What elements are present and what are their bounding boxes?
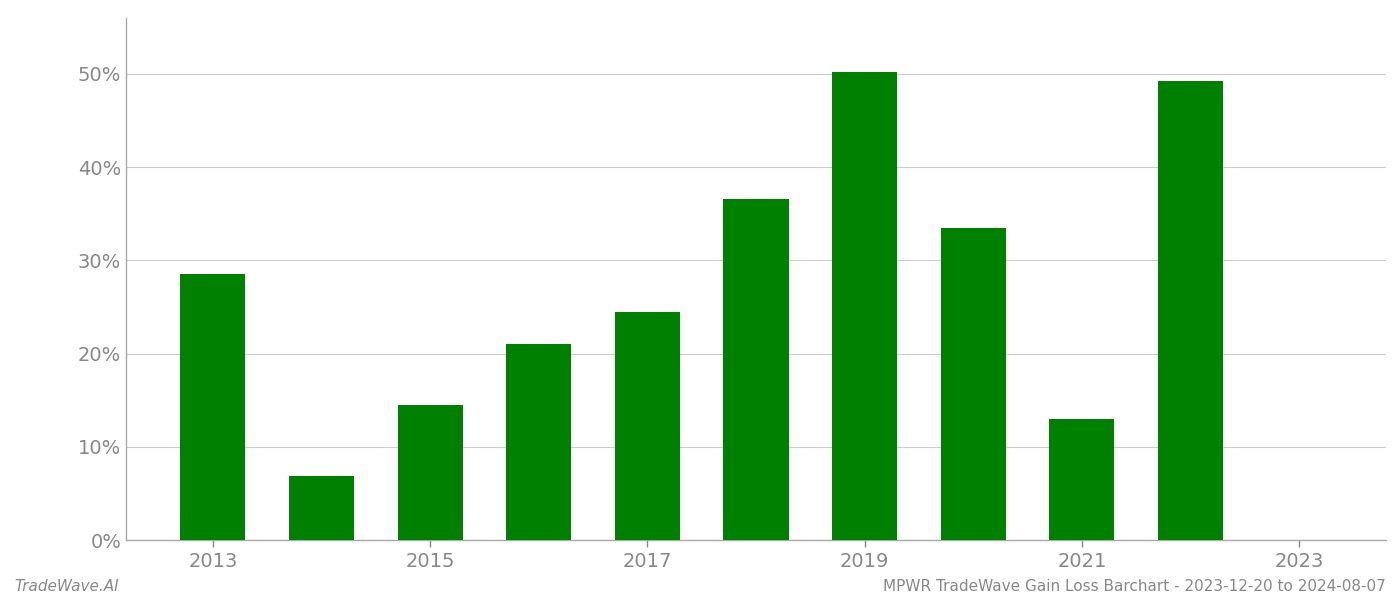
Bar	[288, 476, 354, 540]
Bar	[507, 344, 571, 540]
Bar	[832, 72, 897, 540]
Bar	[941, 228, 1005, 540]
Bar	[615, 311, 680, 540]
Bar	[181, 274, 245, 540]
Bar	[724, 199, 788, 540]
Bar	[1158, 82, 1224, 540]
Text: TradeWave.AI: TradeWave.AI	[14, 579, 119, 594]
Bar	[1049, 419, 1114, 540]
Text: MPWR TradeWave Gain Loss Barchart - 2023-12-20 to 2024-08-07: MPWR TradeWave Gain Loss Barchart - 2023…	[883, 579, 1386, 594]
Bar	[398, 405, 463, 540]
